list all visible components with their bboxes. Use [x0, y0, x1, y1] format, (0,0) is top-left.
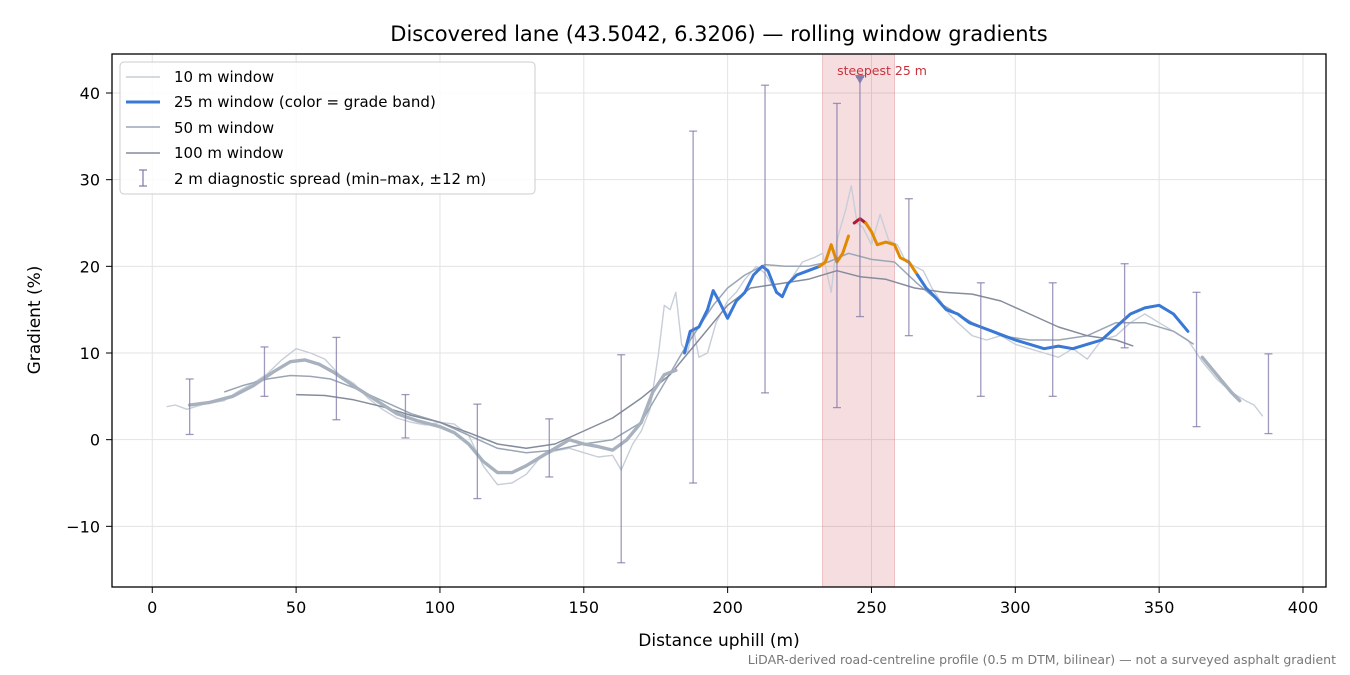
y-axis-label: Gradient (%) [25, 266, 45, 375]
diagnostic-spread-bar [401, 393, 410, 439]
series-25m-segment-mid [683, 264, 822, 355]
diagnostic-spread-bar [617, 354, 626, 564]
series-100m-line [296, 269, 1134, 450]
legend-label-10m: 10 m window [174, 68, 274, 86]
diagnostic-spread-bar [1264, 353, 1273, 435]
steepest-band [822, 53, 895, 588]
series-25m-segment-low [187, 358, 678, 475]
y-tick-label: 0 [90, 431, 100, 450]
steepest-band-layer [822, 53, 895, 588]
series-25m-segment-low [1200, 355, 1242, 403]
diagnostic-spread-bar [1120, 263, 1129, 349]
steepest-marker-layer [854, 75, 865, 84]
x-axis-label: Distance uphill (m) [638, 631, 799, 651]
y-tick-label: 40 [80, 84, 100, 103]
y-tick-label: 20 [80, 257, 100, 276]
x-tick-label: 50 [286, 598, 306, 617]
series-25m-segment-high [818, 234, 850, 268]
x-tick-label: 0 [147, 598, 157, 617]
x-tick-label: 350 [1144, 598, 1175, 617]
legend-swatch-spread [139, 169, 147, 187]
diagnostic-spread-bar [332, 336, 341, 421]
series-25m-segment-high [864, 221, 919, 277]
diagnostic-spread-bar [904, 198, 913, 337]
plot-frame [111, 53, 1327, 588]
diagnostic-spread-layer [185, 76, 1273, 564]
diagnostic-spread-bar [545, 418, 554, 478]
series-25m-line [187, 217, 1242, 475]
diagnostic-spread-bar [1048, 282, 1057, 397]
diagnostic-spread-bar [689, 130, 698, 484]
diagnostic-spread-bar [761, 84, 770, 394]
diagnostic-spread-bar [260, 346, 269, 397]
chart-title: Discovered lane (43.5042, 6.3206) — roll… [390, 22, 1047, 46]
x-tick-label: 100 [425, 598, 456, 617]
steepest-label: steepest 25 m [837, 63, 927, 78]
x-tick-label: 150 [569, 598, 600, 617]
diagnostic-spread-bar [976, 282, 985, 397]
footnote: LiDAR-derived road-centreline profile (0… [748, 652, 1336, 667]
y-tick-label: 30 [80, 171, 100, 190]
diagnostic-spread-bar [185, 378, 194, 436]
legend-label-spread: 2 m diagnostic spread (min–max, ±12 m) [174, 170, 486, 188]
x-tick-label: 300 [1000, 598, 1031, 617]
legend-label-100m: 100 m window [174, 144, 284, 162]
y-tick-label: −10 [66, 517, 100, 536]
legend-label-25m: 25 m window (color = grade band) [174, 93, 436, 111]
legend-box [119, 61, 536, 195]
legend-label-50m: 50 m window [174, 119, 274, 137]
diagnostic-spread-bar [473, 403, 482, 500]
series-layer [166, 184, 1264, 486]
y-ticks: −10 0 10 20 30 40 [66, 84, 112, 536]
steepest-marker-icon [854, 75, 865, 84]
x-tick-label: 400 [1288, 598, 1319, 617]
series-10m-line [166, 184, 1264, 486]
diagnostic-spread-bar [1192, 291, 1201, 428]
series-25m-segment-mid [916, 273, 1190, 351]
diagnostic-spread-bar [832, 102, 841, 409]
y-tick-label: 10 [80, 344, 100, 363]
x-tick-label: 200 [712, 598, 743, 617]
x-tick-label: 250 [856, 598, 887, 617]
legend: 10 m window 25 m window (color = grade b… [119, 61, 536, 195]
x-ticks: 0 50 100 150 200 250 300 350 400 [147, 587, 1318, 617]
